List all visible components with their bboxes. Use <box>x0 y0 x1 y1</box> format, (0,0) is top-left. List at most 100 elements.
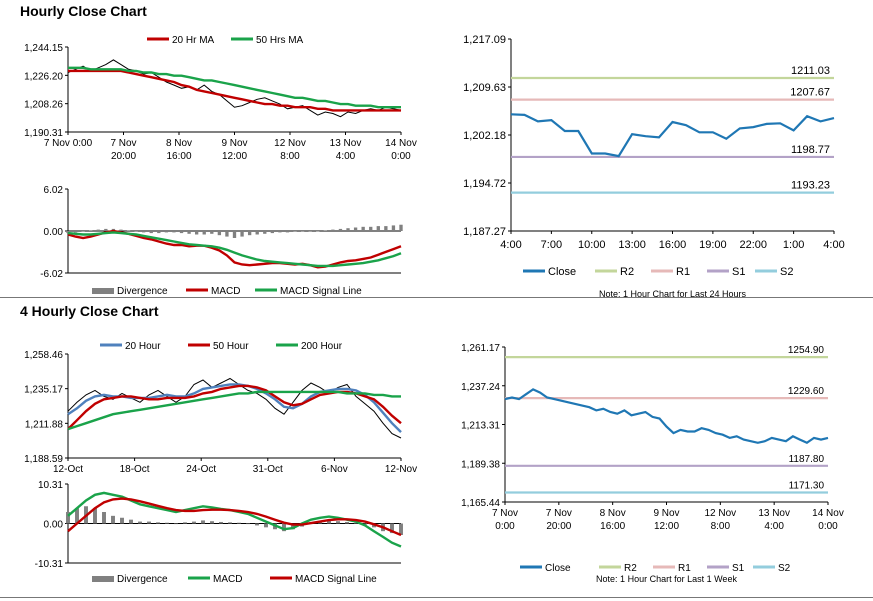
hourly-price-xtick-label: 9 Nov <box>221 138 247 149</box>
four-hourly-levels-ytick-label: 1,213.31 <box>461 421 500 432</box>
four-hourly-price-ytick-label: 1,258.46 <box>24 350 63 361</box>
four-hourly-macd-divergence-bar <box>399 523 403 535</box>
four-hourly-macd-divergence-bar <box>219 521 223 524</box>
hourly-price-ytick-label: 1,226.20 <box>24 71 63 82</box>
hourly-levels-legend-label: S1 <box>732 266 745 278</box>
four-hourly-levels-legend-label: R1 <box>678 563 691 574</box>
hourly-macd-divergence-bar <box>308 231 312 232</box>
hourly-levels-legend-label: S2 <box>780 266 793 278</box>
hourly-macd-divergence-bar <box>225 231 229 237</box>
four-hourly-levels-xtick-label: 4:00 <box>764 521 784 532</box>
hourly-price-ytick-label: 1,190.31 <box>24 128 63 139</box>
four-hourly-macd-legend-label: Divergence <box>117 574 168 585</box>
hourly-price-xtick-label: 7 Nov 0:00 <box>44 138 93 149</box>
four-hourly-levels-legend-label: S1 <box>732 563 745 574</box>
hourly-levels-legend-label: Close <box>548 266 576 278</box>
four-hourly-macd-divergence-bar <box>192 521 196 524</box>
four-hourly-levels-xtick-label: 20:00 <box>546 521 571 532</box>
hourly-macd-divergence-bar <box>142 231 146 233</box>
hourly-levels-xtick-label: 10:00 <box>578 239 606 251</box>
hourly-macd-divergence-bar <box>391 225 396 231</box>
hourly-levels-xtick-label: 22:00 <box>739 239 767 251</box>
hourly-macd-legend-label: Divergence <box>117 286 168 297</box>
four-hourly-levels-xtick-label: 8:00 <box>711 521 731 532</box>
four-hourly-macd-divergence-bar <box>210 521 214 524</box>
hourly-macd-divergence-bar <box>187 231 191 234</box>
four-hourly-levels-legend-label: S2 <box>778 563 791 574</box>
hourly-macd-divergence-bar <box>134 231 138 232</box>
four-hourly-macd-divergence-bar <box>228 522 232 524</box>
hourly-macd-divergence-bar <box>346 228 350 231</box>
four-hourly-levels-legend-label: R2 <box>624 563 637 574</box>
hourly-price-xtick-label: 4:00 <box>336 151 356 162</box>
section-divider <box>0 297 873 298</box>
four-hourly-levels-xtick-label: 0:00 <box>818 521 838 532</box>
hourly-macd-divergence-bar <box>384 226 388 231</box>
four-hourly-price-xtick-label: 6-Nov <box>321 464 348 475</box>
four-hourly-macd-divergence-bar <box>129 519 133 524</box>
four-hourly-levels-xtick-label: 9 Nov <box>653 508 679 519</box>
four-hourly-macd-series-macd-signal-line <box>67 497 402 537</box>
hourly-macd-divergence-bar <box>126 230 131 231</box>
hourly-price-series-20-hr-ma <box>68 69 401 112</box>
four-hourly-macd-divergence-bar <box>93 508 97 524</box>
hourly-macd-ytick-label: -6.02 <box>40 269 63 280</box>
four-hourly-macd-divergence-bar <box>102 512 106 524</box>
hourly-macd-divergence-bar <box>66 231 70 234</box>
four-hourly-macd-divergence-bar <box>156 522 160 524</box>
four-hourly-section-title: 4 Hourly Close Chart <box>20 303 159 319</box>
bottom-divider <box>0 597 873 598</box>
four-hourly-macd-divergence-bar <box>165 522 169 524</box>
four-hourly-macd-legend-label: MACD <box>213 574 242 585</box>
hourly-levels-xtick-label: 1:00 <box>783 239 804 251</box>
four-hourly-levels-xtick-label: 12 Nov <box>704 508 736 519</box>
four-hourly-macd-divergence-bar <box>120 517 124 524</box>
hourly-macd-divergence-bar <box>232 231 237 238</box>
hourly-price-xtick-label: 0:00 <box>391 151 411 162</box>
hourly-macd-divergence-bar <box>172 231 176 233</box>
hourly-price-xtick-label: 12 Nov <box>274 138 306 149</box>
four-hourly-levels-note: Note: 1 Hour Chart for Last 1 Week <box>596 574 737 584</box>
four-hourly-price-series-200-hour <box>67 390 401 431</box>
hourly-levels-ytick-label: 1,209.63 <box>463 82 506 94</box>
four-hourly-macd-divergence-bar <box>201 520 205 524</box>
four-hourly-price-ytick-label: 1,188.59 <box>24 454 63 465</box>
hourly-macd-divergence-bar <box>399 224 403 231</box>
four-hourly-macd-ytick-label: -10.31 <box>35 559 64 570</box>
hourly-macd-divergence-bar <box>353 227 358 231</box>
four-hourly-macd-divergence-bar <box>327 520 331 524</box>
hourly-macd-ytick-label: 6.02 <box>44 185 64 196</box>
hourly-macd-divergence-bar <box>300 231 305 232</box>
hourly-price-series-price <box>67 59 402 118</box>
four-hourly-price-xtick-label: 12-Oct <box>53 464 83 475</box>
four-hourly-levels-series-close <box>504 388 829 445</box>
hourly-levels-level-label-r1: 1207.67 <box>790 87 830 99</box>
four-hourly-levels-level-label-r2: 1254.90 <box>788 345 825 356</box>
hourly-price-legend-label: 20 Hr MA <box>172 35 215 46</box>
hourly-levels-legend-label: R2 <box>620 266 634 278</box>
four-hourly-macd-divergence-bar <box>264 523 268 528</box>
hourly-price-xtick-label: 8 Nov <box>166 138 192 149</box>
hourly-levels-level-label-s1: 1198.77 <box>791 144 830 156</box>
four-hourly-price-ytick-label: 1,211.88 <box>25 419 64 430</box>
four-hourly-price-series-price <box>67 377 402 439</box>
hourly-macd-legend-label: MACD Signal Line <box>280 286 362 297</box>
hourly-macd-divergence-bar <box>194 231 199 235</box>
hourly-levels-xtick-label: 4:00 <box>823 239 844 251</box>
four-hourly-levels-xtick-label: 16:00 <box>600 521 625 532</box>
four-hourly-macd-divergence-bar <box>111 515 115 524</box>
hourly-macd-divergence-bar <box>81 231 85 232</box>
four-hourly-levels-ytick-label: 1,165.44 <box>461 498 500 509</box>
four-hourly-macd-divergence-bar <box>390 523 394 534</box>
hourly-price-xtick-label: 8:00 <box>280 151 300 162</box>
hourly-levels-level-label-s2: 1193.23 <box>791 180 830 192</box>
four-hourly-levels-level-label-r1: 1229.60 <box>788 386 825 397</box>
hourly-macd-divergence-bar <box>149 231 153 234</box>
four-hourly-levels-xtick-label: 8 Nov <box>600 508 626 519</box>
four-hourly-macd-divergence-bar <box>138 521 142 524</box>
hourly-levels-ytick-label: 1,217.09 <box>463 34 506 46</box>
hourly-macd-divergence-bar <box>323 230 327 231</box>
hourly-levels-ytick-label: 1,187.27 <box>463 226 506 238</box>
hourly-macd-divergence-bar <box>89 230 93 231</box>
